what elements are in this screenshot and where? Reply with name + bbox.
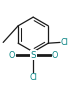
Text: Cl: Cl bbox=[61, 38, 69, 47]
Text: S: S bbox=[30, 51, 36, 60]
Text: O: O bbox=[9, 51, 15, 60]
Text: Cl: Cl bbox=[29, 73, 37, 82]
Text: O: O bbox=[51, 51, 58, 60]
